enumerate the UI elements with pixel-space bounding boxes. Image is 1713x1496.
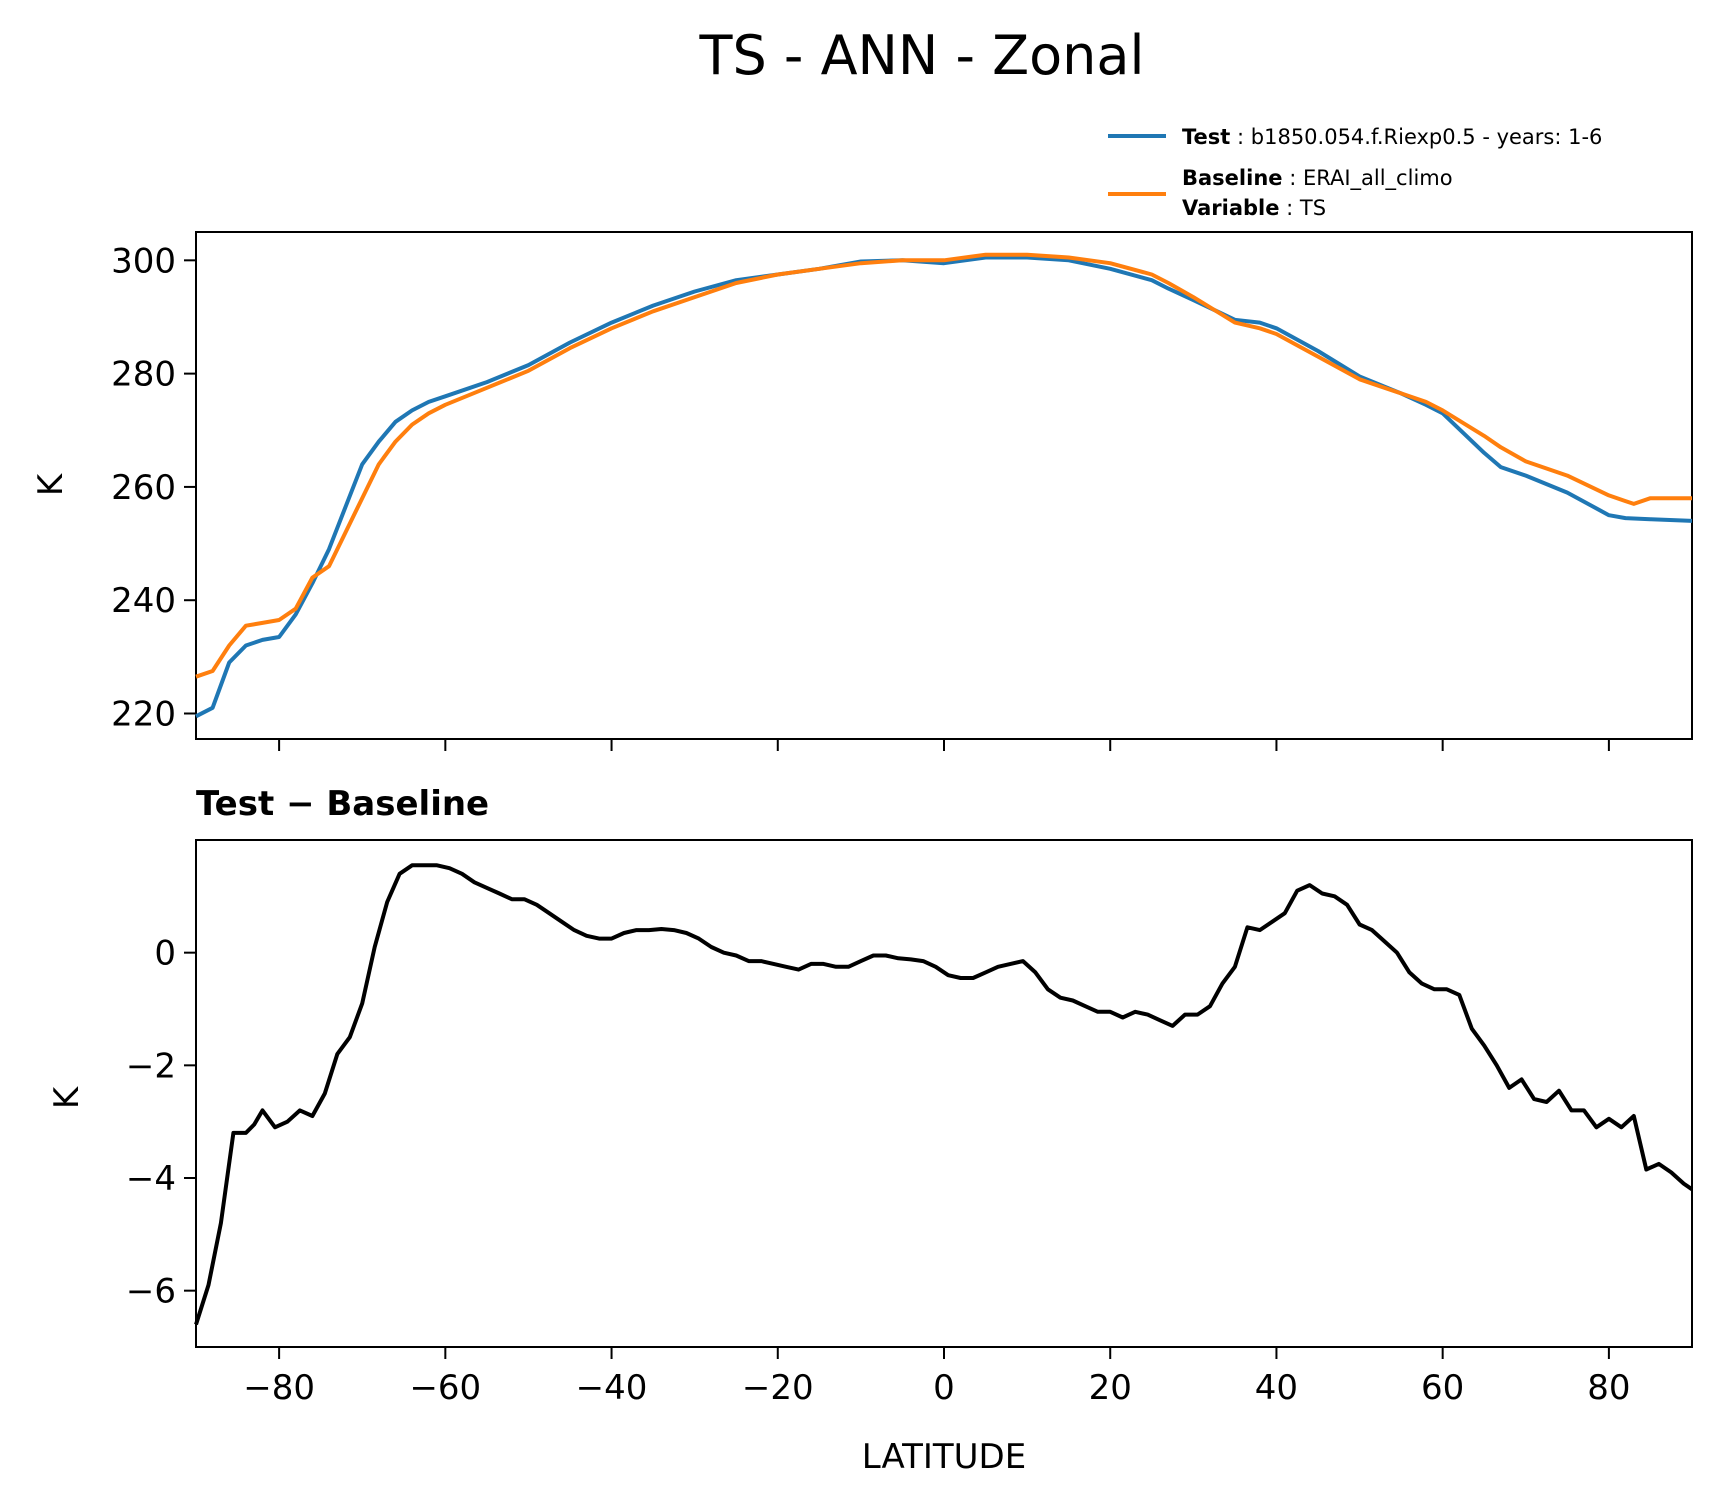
bottom-y-tick-label: −4: [126, 1159, 176, 1199]
bottom-x-tick-label: 40: [1255, 1368, 1298, 1408]
bottom-x-tick-label: −20: [742, 1368, 814, 1408]
legend-variable-value: TS: [1299, 196, 1326, 220]
bottom-y-axis-label: K: [47, 1085, 87, 1109]
bottom-x-tick-label: 80: [1587, 1368, 1630, 1408]
svg-text:Baseline : ERAI_all_climo: Baseline : ERAI_all_climo: [1182, 166, 1453, 191]
top-y-tick-label: 260: [111, 468, 176, 508]
legend-baseline-key: Baseline: [1182, 166, 1283, 190]
top-y-tick-label: 220: [111, 695, 176, 735]
legend-variable-key: Variable: [1182, 196, 1279, 220]
bottom-series-lines: [194, 863, 1694, 1326]
top-y-ticks: 220 240 260 280 300: [111, 241, 196, 735]
bottom-x-tick-label: 60: [1421, 1368, 1464, 1408]
bottom-series-test-baseline: [194, 863, 1694, 1326]
figure-title: TS - ANN - Zonal: [699, 24, 1145, 87]
bottom-axes-frame: [195, 839, 1693, 1348]
top-y-axis-label: K: [31, 472, 71, 496]
svg-text:Test : b1850.054.f.Riexp0.5 -: Test : b1850.054.f.Riexp0.5 - years: 1-6: [1182, 125, 1602, 149]
bottom-x-tick-label: −60: [409, 1368, 481, 1408]
bottom-panel-title: Test − Baseline: [196, 784, 489, 824]
top-y-tick-label: 280: [111, 355, 176, 395]
bottom-x-tick-label: 0: [933, 1368, 955, 1408]
legend-baseline-value: ERAI_all_climo: [1303, 166, 1453, 191]
bottom-y-ticks: −6 −4 −2 0: [126, 934, 196, 1312]
legend-test-value: b1850.054.f.Riexp0.5 - years: 1-6: [1251, 125, 1603, 149]
top-series-baseline: [195, 252, 1692, 679]
bottom-y-tick-label: −6: [126, 1272, 176, 1312]
x-axis-label: LATITUDE: [862, 1437, 1026, 1477]
bottom-x-tick-label: 20: [1089, 1368, 1132, 1408]
bottom-panel: Test − Baseline −80 −60 −40 −20 0 20 40 60 80 −6…: [47, 784, 1694, 1477]
bottom-y-tick-label: 0: [154, 934, 176, 974]
top-x-ticks: [278, 739, 1610, 751]
legend: Test : b1850.054.f.Riexp0.5 - years: 1-6…: [1108, 125, 1602, 220]
bottom-x-ticks: −80 −60 −40 −20 0 20 40 60 80: [243, 1347, 1631, 1408]
top-y-tick-label: 240: [111, 581, 176, 621]
bottom-x-tick-label: −80: [243, 1368, 315, 1408]
svg-text:Variable : TS: Variable : TS: [1182, 196, 1326, 220]
top-series-test: [195, 255, 1693, 719]
legend-test-key: Test: [1182, 125, 1230, 149]
top-panel: 220 240 260 280 300 K: [31, 231, 1693, 751]
top-y-tick-label: 300: [111, 241, 176, 281]
top-axes-frame: [195, 231, 1693, 740]
bottom-x-tick-label: −40: [576, 1368, 648, 1408]
top-series-lines: [195, 252, 1693, 719]
bottom-y-tick-label: −2: [126, 1046, 176, 1086]
